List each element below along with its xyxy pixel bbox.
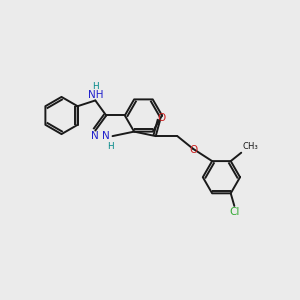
Text: O: O	[189, 145, 198, 155]
Text: H: H	[93, 82, 99, 91]
Text: O: O	[158, 112, 166, 122]
Text: CH₃: CH₃	[242, 142, 258, 151]
Text: H: H	[107, 142, 113, 151]
Text: N: N	[92, 131, 99, 141]
Text: Cl: Cl	[229, 207, 239, 218]
Text: NH: NH	[88, 90, 103, 100]
Text: N: N	[102, 131, 110, 141]
